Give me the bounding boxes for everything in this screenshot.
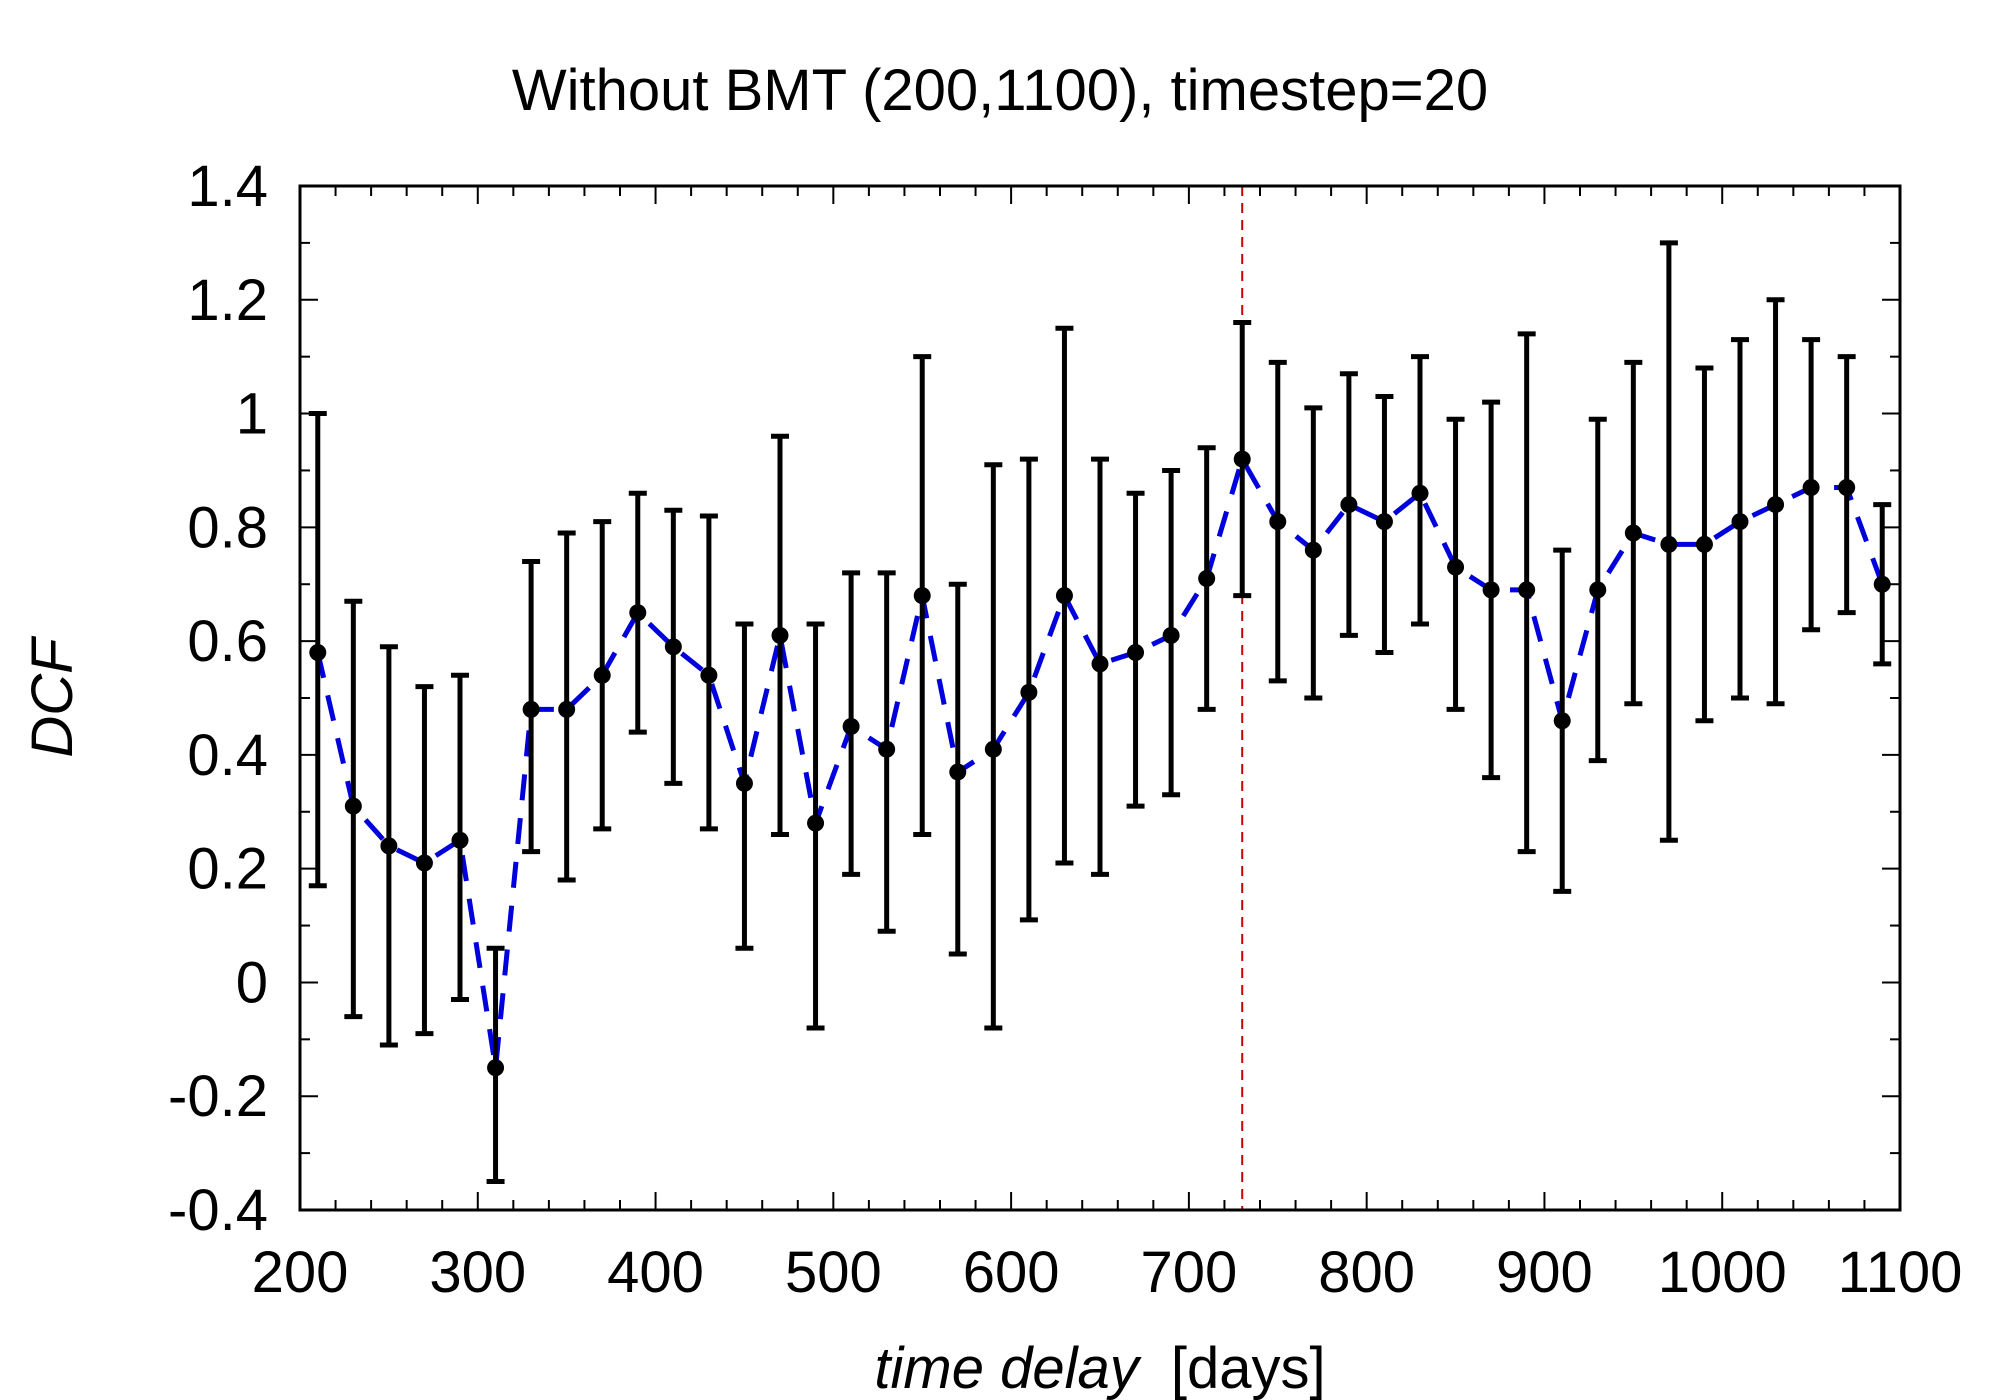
data-point	[1198, 570, 1216, 588]
x-axis-label-units: [days]	[1171, 1336, 1326, 1400]
data-point	[558, 700, 576, 718]
x-axis-label-italic: time delay	[874, 1336, 1141, 1400]
series-line	[315, 452, 1885, 1069]
x-tick-labels: 200 300 400 500 600 700 800 900 1000 1100	[252, 1240, 1963, 1305]
y-tick-label: 1.2	[187, 268, 268, 333]
y-tick-label: -0.2	[168, 1064, 268, 1129]
x-tick-label: 300	[429, 1240, 526, 1305]
data-point	[1375, 513, 1393, 531]
chart-title: Without BMT (200,1100), timestep=20	[512, 58, 1488, 123]
data-point	[1873, 575, 1891, 593]
data-point	[1162, 626, 1180, 644]
x-tick-label: 200	[252, 1240, 349, 1305]
y-tick-label: 1.4	[187, 154, 268, 219]
data-point	[451, 831, 469, 849]
series-dashed-line	[315, 452, 1885, 1069]
data-points	[309, 450, 1891, 1077]
y-tick-label: 0	[236, 950, 268, 1015]
data-point	[913, 587, 931, 605]
x-tick-label: 1100	[1838, 1240, 1963, 1305]
y-tick-label: -0.4	[168, 1178, 268, 1243]
data-point	[949, 763, 967, 781]
data-point	[664, 638, 682, 656]
data-point	[487, 1059, 505, 1077]
data-point	[1553, 712, 1571, 730]
data-point	[984, 740, 1002, 758]
data-point	[380, 837, 398, 855]
data-point	[1340, 496, 1358, 514]
data-point	[1233, 450, 1251, 468]
x-tick-label: 900	[1496, 1240, 1593, 1305]
data-point	[1624, 524, 1642, 542]
data-point	[1731, 513, 1749, 531]
data-point	[1269, 513, 1287, 531]
data-point	[593, 666, 611, 684]
data-point	[1589, 581, 1607, 599]
x-tick-label: 400	[607, 1240, 704, 1305]
y-axis-label: DCF	[20, 635, 85, 758]
data-point	[1304, 541, 1322, 559]
data-point	[1482, 581, 1500, 599]
plot-frame	[298, 184, 1902, 1212]
x-tick-label: 700	[1140, 1240, 1237, 1305]
data-point	[1838, 479, 1856, 497]
data-point	[1127, 643, 1145, 661]
data-point	[1411, 484, 1429, 502]
y-tick-labels: -0.4 -0.2 0 0.2 0.4 0.6 0.8 1 1.2 1.4	[168, 154, 268, 1243]
y-axis-label-text: DCF	[20, 635, 85, 758]
data-point	[1091, 655, 1109, 673]
y-tick-label: 0.8	[187, 495, 268, 560]
data-point	[309, 643, 327, 661]
data-point	[1447, 558, 1465, 576]
data-point	[1767, 496, 1785, 514]
data-point	[700, 666, 718, 684]
data-point	[771, 626, 789, 644]
x-tick-label: 600	[963, 1240, 1060, 1305]
data-point	[1802, 479, 1820, 497]
y-tick-label: 0.6	[187, 609, 268, 674]
y-tick-label: 0.4	[187, 723, 268, 788]
data-point	[522, 700, 540, 718]
y-tick-label: 0.2	[187, 837, 268, 902]
data-point	[1055, 587, 1073, 605]
x-tick-label: 800	[1318, 1240, 1415, 1305]
data-point	[629, 604, 647, 622]
data-point	[878, 740, 896, 758]
data-point	[415, 854, 433, 872]
x-tick-label: 1000	[1658, 1240, 1787, 1305]
y-tick-label: 1	[236, 382, 268, 447]
data-point	[735, 774, 753, 792]
data-point	[1518, 581, 1536, 599]
data-point	[807, 814, 825, 832]
data-point	[1020, 683, 1038, 701]
data-point	[1660, 535, 1678, 553]
data-point	[842, 717, 860, 735]
x-axis-label: time delay [days]	[874, 1336, 1325, 1400]
data-point	[344, 797, 362, 815]
x-tick-label: 500	[785, 1240, 882, 1305]
data-point	[1695, 535, 1713, 553]
error-bars	[308, 240, 1892, 1185]
